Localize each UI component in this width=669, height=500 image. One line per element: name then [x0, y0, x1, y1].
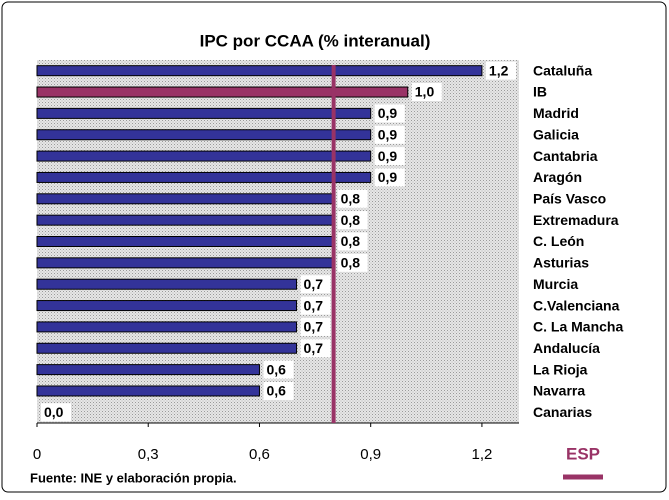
bar [36, 86, 409, 98]
bar [36, 342, 298, 354]
value-label-box [337, 232, 368, 251]
category-label: Cataluña [533, 62, 592, 78]
category-label: Asturias [533, 255, 589, 271]
value-label-box [300, 317, 331, 336]
x-tick-label: 0,3 [138, 446, 159, 463]
value-label-box [300, 339, 331, 358]
value-label-box [263, 381, 294, 400]
value-label-box [485, 61, 516, 80]
value-label: 1,2 [489, 62, 509, 78]
category-label: Murcia [533, 276, 578, 292]
bar [36, 278, 298, 290]
value-label-box [374, 104, 405, 123]
value-label-box [41, 403, 71, 422]
value-label-box [337, 253, 368, 272]
x-tick-label: 0,9 [360, 446, 381, 463]
category-label: Extremadura [533, 212, 619, 228]
value-label-box [374, 125, 405, 144]
category-label: IB [533, 84, 547, 100]
value-label: 0,0 [44, 404, 64, 420]
bar [36, 150, 372, 162]
value-label-box [337, 189, 368, 208]
category-label: Aragón [533, 169, 582, 185]
value-label: 0,9 [378, 126, 398, 142]
bar [36, 300, 298, 312]
x-tick-label: 0 [33, 446, 41, 463]
x-tick-label: 0,6 [249, 446, 270, 463]
value-label: 0,6 [266, 383, 286, 399]
value-label: 0,8 [341, 212, 361, 228]
category-label: C. La Mancha [533, 319, 623, 335]
source-note: Fuente: INE y elaboración propia. [30, 470, 237, 485]
value-label: 0,9 [378, 169, 398, 185]
category-label: Canarias [533, 404, 592, 420]
value-label: 0,9 [378, 148, 398, 164]
value-label: 0,7 [304, 340, 324, 356]
category-label: Cantabria [533, 148, 598, 164]
bar [36, 65, 483, 77]
bar [36, 171, 372, 183]
x-tick-label: 1,2 [471, 446, 492, 463]
category-label: Galicia [533, 126, 579, 142]
value-label: 0,8 [341, 255, 361, 271]
value-label: 0,8 [341, 190, 361, 206]
value-label: 0,8 [341, 233, 361, 249]
value-label: 0,9 [378, 105, 398, 121]
category-label: C.Valenciana [533, 297, 620, 313]
value-label-box [300, 296, 331, 315]
value-label: 0,7 [304, 276, 324, 292]
value-label-box [263, 360, 294, 379]
bar [36, 214, 335, 226]
bar [36, 257, 335, 269]
bar [36, 193, 335, 205]
category-label: País Vasco [533, 190, 606, 206]
bar [36, 107, 372, 119]
value-label: 0,7 [304, 319, 324, 335]
bar [36, 385, 260, 397]
category-label: Madrid [533, 105, 579, 121]
value-label-box [300, 275, 331, 294]
category-label: C. León [533, 233, 584, 249]
category-label: Navarra [533, 383, 585, 399]
category-label: Andalucía [533, 340, 600, 356]
chart-title: IPC por CCAA (% interanual) [200, 31, 431, 50]
value-label-box [337, 211, 368, 230]
value-label-box [374, 147, 405, 166]
bar [36, 236, 335, 247]
value-label: 0,7 [304, 297, 324, 313]
category-label: La Rioja [533, 361, 588, 377]
legend-label: ESP [566, 444, 600, 463]
bar [36, 129, 372, 141]
value-label-box [411, 83, 442, 102]
bar [36, 364, 260, 376]
value-label: 0,6 [266, 361, 286, 377]
value-label: 1,0 [415, 84, 435, 100]
bar [36, 321, 298, 333]
value-label-box [374, 168, 405, 187]
